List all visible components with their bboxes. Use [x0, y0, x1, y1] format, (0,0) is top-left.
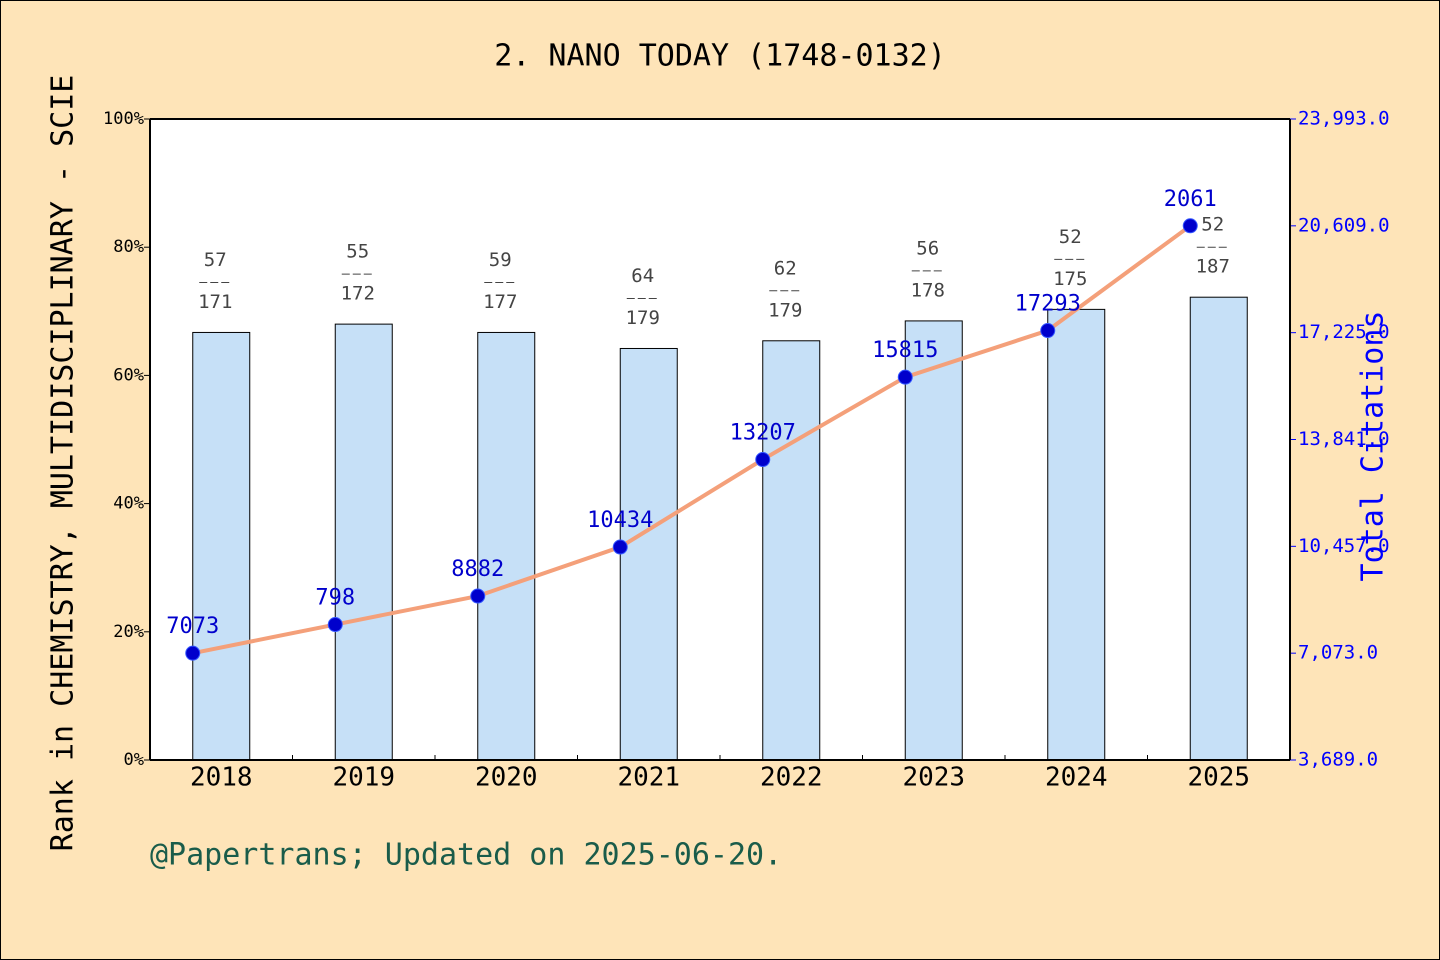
- rank-label: 59: [489, 249, 512, 271]
- point: [1182, 218, 1198, 234]
- x-tick-label: 2023: [902, 763, 965, 793]
- total-label: 178: [911, 279, 945, 301]
- point: [1040, 323, 1056, 339]
- value-label: 10434: [587, 508, 653, 533]
- total-label: 171: [198, 291, 232, 313]
- value-label: 798: [315, 586, 355, 611]
- point: [327, 617, 343, 633]
- y2-tick-label: 17,225.0: [1298, 321, 1390, 343]
- total-label: 179: [768, 299, 802, 321]
- bar: [1047, 308, 1106, 761]
- rank-label: 64: [631, 265, 654, 287]
- total-label: 175: [1053, 268, 1087, 290]
- bar: [334, 323, 393, 761]
- rank-label: 56: [916, 237, 939, 259]
- x-tick-label: 2022: [760, 763, 823, 793]
- bar: [477, 331, 536, 761]
- total-label: 187: [1196, 256, 1230, 278]
- y-tick-label: 20%: [113, 622, 144, 642]
- x-tick-label: 2024: [1045, 763, 1108, 793]
- value-label: 15815: [872, 338, 938, 363]
- total-label: 177: [483, 291, 517, 313]
- y-tick-label: 100%: [103, 109, 144, 129]
- x-tick-label: 2020: [475, 763, 538, 793]
- point: [612, 539, 628, 555]
- bar: [904, 320, 963, 761]
- y2-tick-label: 23,993.0: [1298, 108, 1390, 130]
- value-label: 2061: [1164, 187, 1217, 212]
- x-tick-label: 2018: [190, 763, 253, 793]
- value-label: 17293: [1015, 292, 1081, 317]
- y-axis-label: Rank in CHEMISTRY, MULTIDISCIPLINARY - S…: [46, 75, 81, 852]
- y2-tick-label: 13,841.0: [1298, 428, 1390, 450]
- y-tick-label: 80%: [113, 237, 144, 257]
- x-tick-label: 2025: [1187, 763, 1250, 793]
- point: [755, 452, 771, 468]
- line: [192, 224, 1192, 656]
- y2-tick-label: 3,689.0: [1298, 749, 1378, 771]
- y-tick-label: 0%: [124, 750, 144, 770]
- rank-label: 62: [774, 257, 797, 279]
- value-label: 8882: [451, 557, 504, 582]
- rank-label: 55: [346, 241, 369, 263]
- y-tick-label: 40%: [113, 494, 144, 514]
- point: [470, 588, 486, 604]
- footer: @Papertrans; Updated on 2025-06-20.: [150, 838, 782, 873]
- x-tick-label: 2021: [617, 763, 680, 793]
- y2-tick-label: 10,457.0: [1298, 535, 1390, 557]
- y2-tick-label: 20,609.0: [1298, 214, 1390, 236]
- value-label: 13207: [730, 421, 796, 446]
- rank-label: 57: [204, 249, 227, 271]
- point: [897, 369, 913, 385]
- x-tick-label: 2019: [332, 763, 395, 793]
- rank-label: 52: [1059, 226, 1082, 248]
- plot-area: [150, 119, 1290, 760]
- point: [185, 645, 201, 661]
- y2-tick-label: 7,073.0: [1298, 642, 1378, 664]
- chart-title: 2. NANO TODAY (1748-0132): [494, 39, 946, 74]
- bar: [762, 340, 821, 761]
- rank-label: 52: [1201, 214, 1224, 236]
- total-label: 172: [341, 283, 375, 305]
- y2-axis-label: Total Citations: [1356, 311, 1391, 582]
- bar: [1189, 296, 1248, 761]
- total-label: 179: [626, 307, 660, 329]
- bar: [192, 331, 251, 761]
- bar: [619, 347, 678, 761]
- value-label: 7073: [166, 614, 219, 639]
- y-tick-label: 60%: [113, 365, 144, 385]
